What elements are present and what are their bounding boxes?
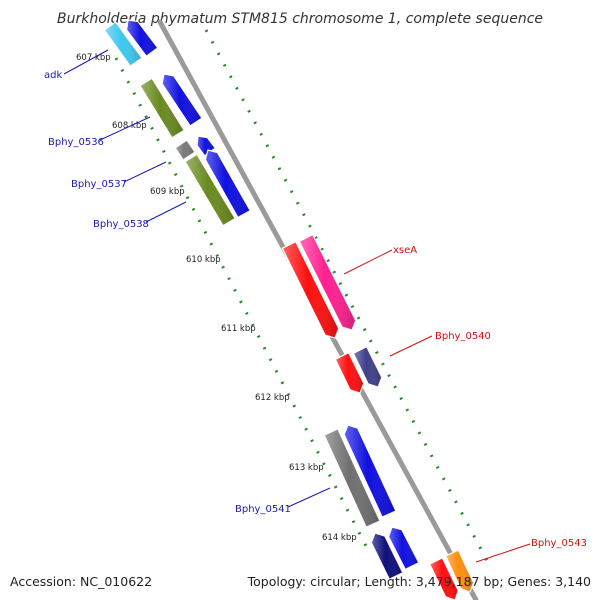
bphy-0542-feature-darkblue-shading bbox=[371, 533, 403, 580]
bphy-0540-feature-red-shading bbox=[335, 352, 364, 393]
bphy-0543-leader-line bbox=[475, 543, 531, 563]
adk-feature-blue-shading bbox=[126, 20, 158, 57]
bphy-0543-feature-orange-shading bbox=[445, 550, 474, 592]
bphy-0542-feature-blue-shading bbox=[388, 527, 419, 570]
bphy-0536-feature-blue-shading bbox=[162, 74, 202, 126]
bphy-0537-leader-line bbox=[123, 161, 167, 183]
bphy-0538-label[interactable]: Bphy_0538 bbox=[93, 219, 149, 230]
tick-ring-inner bbox=[114, 57, 370, 551]
bphy-0536-feature-green-shading bbox=[140, 78, 184, 138]
bphy-0537-label[interactable]: Bphy_0537 bbox=[71, 179, 127, 190]
adk-leader-line bbox=[63, 49, 109, 75]
xsea-leader-line bbox=[343, 249, 393, 275]
gene-labels: adk Bphy_0536 Bphy_0537 Bphy_0538 xseA Bphy_0… bbox=[44, 49, 587, 563]
bphy-0538-leader-line bbox=[145, 201, 187, 223]
tick-label: 614 kbp bbox=[322, 533, 357, 543]
bphy-0538-feature-blue-shading bbox=[205, 150, 251, 218]
bphy-0541-feature-gray-shading bbox=[324, 428, 380, 528]
bphy-0541-leader-line bbox=[287, 487, 331, 508]
bphy-0536-label[interactable]: Bphy_0536 bbox=[48, 137, 104, 148]
bphy-0540-feature-navy-shading bbox=[353, 346, 382, 387]
gene-features bbox=[103, 19, 475, 600]
bphy-0540-leader-line bbox=[389, 335, 433, 357]
xsea-feature-red-shading bbox=[282, 241, 339, 338]
map-title: Burkholderia phymatum STM815 chromosome … bbox=[57, 11, 543, 27]
tick-label: 611 kbp bbox=[221, 324, 256, 334]
bphy-0537-feature-gray-shading bbox=[175, 140, 195, 160]
bphy-0543-label[interactable]: Bphy_0543 bbox=[531, 538, 587, 549]
tick-label: 612 kbp bbox=[255, 393, 290, 403]
bphy-0538-feature-green-shading bbox=[185, 154, 235, 226]
xsea-feature-pink-shading bbox=[299, 234, 356, 330]
adk-feature-lightblue-shading bbox=[104, 21, 142, 67]
tick-label: 613 kbp bbox=[289, 463, 324, 473]
accession-label: Accession: NC_010622 bbox=[10, 574, 152, 589]
topology-summary: Topology: circular; Length: 3,479,187 bp… bbox=[247, 574, 591, 589]
bphy-0536-leader-line bbox=[99, 116, 151, 141]
bphy-0543-feature-red-shading bbox=[429, 557, 459, 600]
bphy-0540-label[interactable]: Bphy_0540 bbox=[435, 331, 491, 342]
adk-label[interactable]: adk bbox=[44, 70, 62, 81]
xsea-label[interactable]: xseA bbox=[393, 245, 417, 256]
tick-label: 609 kbp bbox=[150, 187, 185, 197]
tick-label: 610 kbp bbox=[186, 255, 221, 265]
bphy-0541-label[interactable]: Bphy_0541 bbox=[235, 504, 291, 515]
bphy-0541-feature-blue-shading bbox=[344, 425, 396, 518]
